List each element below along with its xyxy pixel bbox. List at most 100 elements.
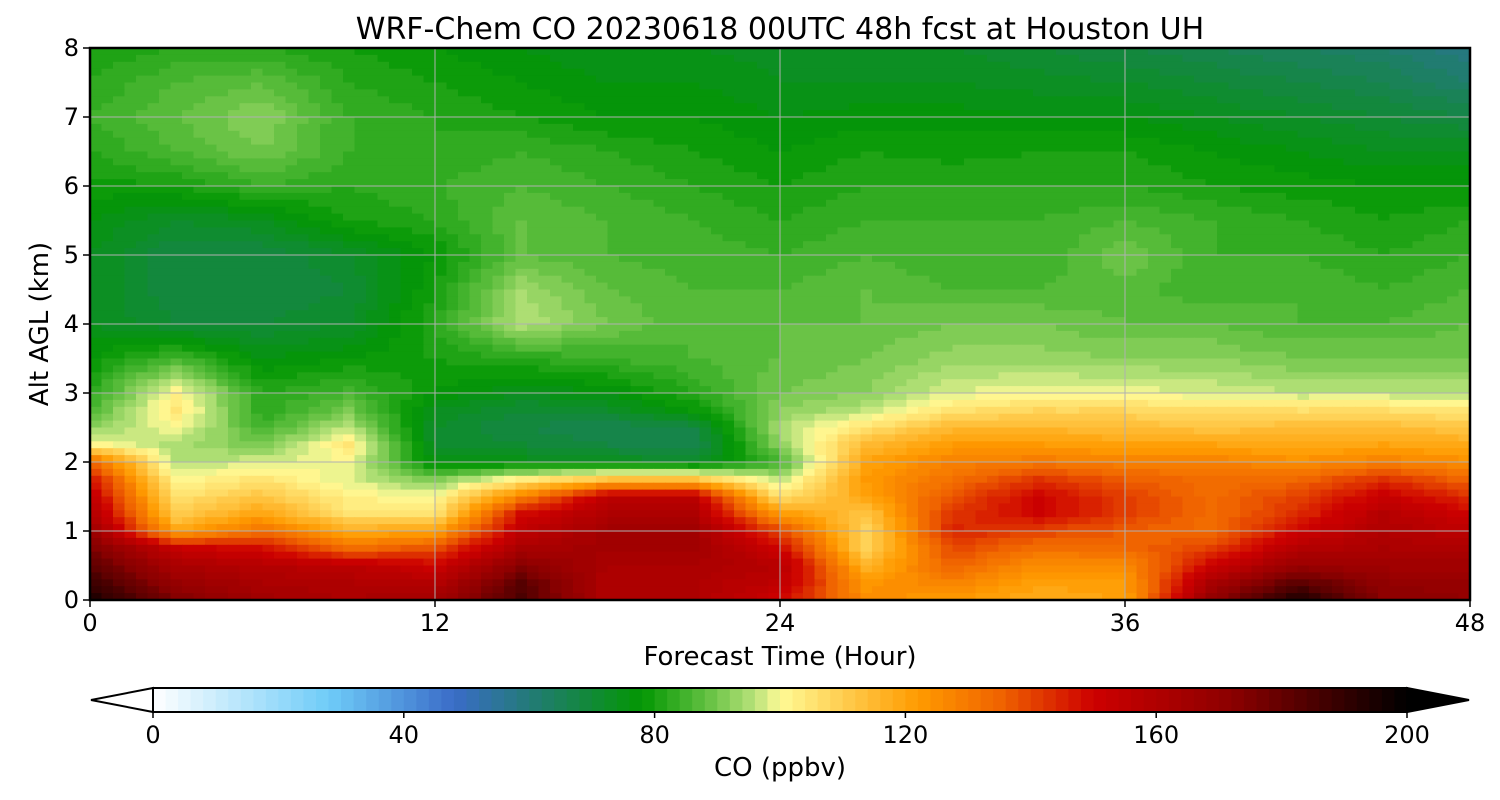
heatmap-cell — [343, 151, 356, 159]
heatmap-cell — [1113, 103, 1126, 111]
heatmap-cell — [791, 123, 804, 132]
heatmap-cell — [1435, 179, 1448, 187]
heatmap-cell — [1067, 199, 1080, 208]
heatmap-cell — [515, 110, 528, 118]
heatmap-cell — [849, 248, 862, 256]
heatmap-cell — [136, 303, 149, 311]
heatmap-cell — [1136, 303, 1149, 311]
heatmap-cell — [941, 144, 954, 153]
heatmap-cell — [354, 151, 367, 159]
heatmap-cell — [1355, 206, 1368, 215]
heatmap-cell — [377, 96, 390, 104]
heatmap-cell — [492, 310, 505, 318]
heatmap-cell — [1056, 317, 1069, 325]
heatmap-cell — [331, 213, 344, 222]
heatmap-cell — [228, 317, 241, 325]
heatmap-cell — [1297, 54, 1310, 63]
heatmap-cell — [1021, 317, 1034, 325]
heatmap-cell — [1286, 172, 1299, 180]
heatmap-cell — [1297, 310, 1310, 318]
heatmap-cell — [619, 103, 632, 111]
heatmap-cell — [320, 330, 333, 339]
heatmap-cell — [1182, 248, 1195, 256]
heatmap-cell — [228, 199, 241, 208]
heatmap-cell — [90, 289, 103, 297]
heatmap-cell — [262, 261, 275, 270]
heatmap-cell — [584, 296, 597, 304]
heatmap-cell — [665, 103, 678, 111]
heatmap-cell — [803, 248, 816, 256]
heatmap-cell — [1102, 158, 1115, 166]
heatmap-cell — [642, 241, 655, 249]
heatmap-cell — [228, 192, 241, 201]
heatmap-cell — [297, 330, 310, 339]
heatmap-cell — [1378, 261, 1391, 270]
heatmap-cell — [1274, 151, 1287, 159]
heatmap-cell — [883, 324, 896, 332]
heatmap-cell — [1343, 317, 1356, 325]
heatmap-cell — [1010, 89, 1023, 97]
heatmap-cell — [550, 310, 563, 318]
heatmap-cell — [768, 165, 781, 173]
heatmap-cell — [1297, 261, 1310, 270]
heatmap-cell — [527, 186, 540, 194]
heatmap-cell — [803, 68, 816, 77]
heatmap-cell — [389, 172, 402, 180]
heatmap-cell — [515, 130, 528, 139]
heatmap-cell — [527, 255, 540, 263]
heatmap-cell — [619, 248, 632, 256]
heatmap-cell — [1033, 54, 1046, 63]
heatmap-cell — [1355, 186, 1368, 194]
heatmap-cell — [941, 317, 954, 325]
heatmap-cell — [504, 206, 517, 215]
heatmap-cell — [1412, 151, 1425, 159]
heatmap-cell — [561, 144, 574, 153]
heatmap-cell — [159, 48, 172, 56]
heatmap-cell — [527, 48, 540, 56]
heatmap-cell — [1021, 213, 1034, 222]
heatmap-cell — [607, 186, 620, 194]
heatmap-cell — [1412, 282, 1425, 291]
heatmap-cell — [504, 192, 517, 201]
heatmap-cell — [515, 123, 528, 132]
heatmap-cell — [803, 96, 816, 104]
heatmap-cell — [1171, 220, 1184, 228]
heatmap-cell — [872, 213, 885, 222]
heatmap-cell — [538, 123, 551, 132]
heatmap-cell — [1148, 130, 1161, 139]
heatmap-cell — [423, 310, 436, 318]
heatmap-cell — [504, 61, 517, 70]
heatmap-cell — [734, 151, 747, 159]
heatmap-cell — [216, 213, 229, 222]
heatmap-cell — [837, 275, 850, 284]
heatmap-cell — [584, 310, 597, 318]
heatmap-cell — [1435, 123, 1448, 132]
heatmap-cell — [343, 296, 356, 304]
heatmap-cell — [1412, 144, 1425, 153]
heatmap-cell — [262, 186, 275, 194]
heatmap-cell — [331, 310, 344, 318]
heatmap-cell — [251, 241, 264, 249]
heatmap-cell — [1182, 68, 1195, 77]
heatmap-cell — [1297, 255, 1310, 263]
heatmap-cell — [251, 296, 264, 304]
heatmap-cell — [1148, 158, 1161, 166]
heatmap-cell — [998, 54, 1011, 63]
heatmap-cell — [607, 324, 620, 332]
heatmap-cell — [481, 54, 494, 63]
heatmap-cell — [205, 282, 218, 291]
heatmap-cell — [1079, 213, 1092, 222]
heatmap-cell — [1056, 303, 1069, 311]
heatmap-cell — [883, 103, 896, 111]
heatmap-cell — [1332, 241, 1345, 249]
heatmap-cell — [1412, 68, 1425, 77]
heatmap-cell — [423, 234, 436, 242]
heatmap-cell — [998, 199, 1011, 208]
heatmap-cell — [1412, 255, 1425, 263]
heatmap-cell — [1171, 75, 1184, 84]
heatmap-cell — [1332, 165, 1345, 173]
heatmap-cell — [1228, 117, 1241, 125]
heatmap-cell — [653, 186, 666, 194]
heatmap-cell — [193, 296, 206, 304]
heatmap-cell — [837, 68, 850, 77]
